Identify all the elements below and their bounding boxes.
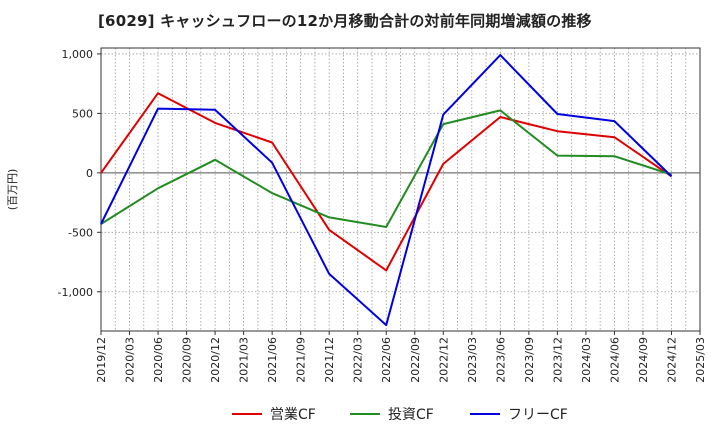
x-tick-label: 2020/06 xyxy=(152,337,165,383)
y-tick-label: 0 xyxy=(86,167,93,180)
y-tick-label: 500 xyxy=(72,107,93,120)
legend-label: フリーCF xyxy=(508,407,568,423)
x-tick-label: 2022/03 xyxy=(352,337,365,383)
y-tick-label: -500 xyxy=(68,226,93,239)
x-tick-label: 2025/03 xyxy=(694,337,707,383)
x-tick-label: 2022/09 xyxy=(409,337,422,383)
x-tick-label: 2023/06 xyxy=(494,337,507,383)
y-tick-label: -1,000 xyxy=(58,286,93,299)
x-tick-label: 2022/06 xyxy=(380,337,393,383)
series-line xyxy=(100,109,672,228)
x-tick-label: 2020/12 xyxy=(209,337,222,383)
plot-frame xyxy=(100,47,701,332)
series-line xyxy=(100,92,673,272)
x-tick-label: 2021/12 xyxy=(323,337,336,383)
x-tick-label: 2020/09 xyxy=(181,337,194,383)
y-tick-label: 1,000 xyxy=(62,48,94,61)
x-tick-label: 2024/09 xyxy=(637,337,650,383)
x-tick-label: 2020/03 xyxy=(124,337,137,383)
tick-labels: 1,000 500 0 -500 -1,000 2019/12 2020/03 2020/06… xyxy=(6,48,707,383)
x-tick-label: 2021/03 xyxy=(238,337,251,383)
chart-title: [6029] キャッシュフローの12か月移動合計の対前年同期増減額の推移 xyxy=(98,12,592,30)
x-tick-label: 2023/09 xyxy=(523,337,536,383)
x-tick-label: 2021/09 xyxy=(295,337,308,383)
y-axis-label: (百万円) xyxy=(6,169,19,211)
x-tick-label: 2023/03 xyxy=(466,337,479,383)
legend-label: 投資CF xyxy=(388,407,434,423)
axes xyxy=(97,47,701,335)
x-tick-label: 2021/06 xyxy=(266,337,279,383)
x-tick-label: 2019/12 xyxy=(95,337,108,383)
legend-label: 営業CF xyxy=(270,407,316,423)
x-tick-label: 2024/12 xyxy=(665,337,678,383)
x-tick-label: 2022/12 xyxy=(437,337,450,383)
x-tick-label: 2023/12 xyxy=(551,337,564,383)
x-tick-label: 2024/06 xyxy=(608,337,621,383)
series-lines xyxy=(100,54,673,327)
grid-lines xyxy=(100,48,701,331)
series-line xyxy=(100,54,673,327)
legend: 営業CF 投資CF フリーCF xyxy=(232,407,568,423)
x-tick-label: 2024/03 xyxy=(580,337,593,383)
